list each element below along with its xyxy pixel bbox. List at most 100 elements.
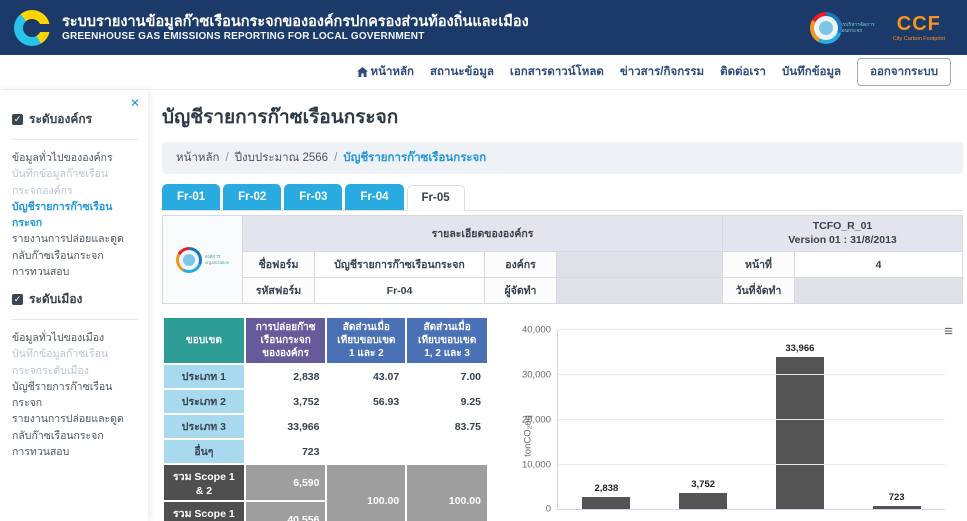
table-total-row: รวม Scope 1 & 2 6,590 100.00 100.00 <box>163 464 488 501</box>
sidebar-item-org-ghg-inventory[interactable]: บัญชีรายการก๊าซเรือนกระจก <box>12 199 138 232</box>
table-row: ประเภท 3 33,966 83.75 <box>163 414 488 439</box>
chart-menu-icon[interactable]: ≡ <box>944 324 953 339</box>
city-checkbox[interactable]: ✓ <box>12 294 23 305</box>
page-number-label: หน้าที่ <box>723 252 795 278</box>
tab-fr-01[interactable]: Fr-01 <box>162 184 220 210</box>
sidebar-section-organization: ✓ ระดับองค์กร <box>12 110 138 129</box>
document-version: Version 01 : 31/8/2013 <box>729 234 956 248</box>
table-header-row: ขอบเขต การปล่อยก๊าซเรือนกระจกขององค์กร ส… <box>163 317 488 364</box>
sidebar-item-org-ghg-entry[interactable]: บันทึกข้อมูลก๊าซเรือนกระจกองค์กร <box>12 166 138 199</box>
sidebar-item-city-ghg-entry[interactable]: บันทึกข้อมูลก๊าซเรือนกระจกระดับเมือง <box>12 346 138 379</box>
bar-value-label: 3,752 <box>691 479 715 490</box>
breadcrumb-fiscal-year[interactable]: ปีงบประมาณ 2566 <box>235 149 328 167</box>
nav-item-contact[interactable]: ติดต่อเรา <box>720 63 766 81</box>
row-label-scope3: ประเภท 3 <box>163 414 245 439</box>
sidebar-item-org-general-info[interactable]: ข้อมูลทั่วไปขององค์กร <box>12 150 138 166</box>
nav-item-data-entry[interactable]: บันทึกข้อมูล <box>782 63 841 81</box>
app-logo-icon <box>14 10 50 46</box>
scope3-other-share-1-2 <box>326 414 406 464</box>
bar-4[interactable] <box>873 506 921 509</box>
app-header: ระบบรายงานข้อมูลก๊าซเรือนกระจกขององค์กรป… <box>0 0 967 55</box>
y-tick-label: 10,000 <box>522 459 551 470</box>
sidebar-section-city: ✓ ระดับเมือง <box>12 290 138 309</box>
sidebar-item-city-verification[interactable]: การทวนสอบ <box>12 444 138 460</box>
sidebar-item-city-ghg-inventory[interactable]: บัญชีรายการก๊าซเรือนกระจก <box>12 379 138 412</box>
other-emission: 723 <box>245 439 327 464</box>
emission-summary-table: ขอบเขต การปล่อยก๊าซเรือนกระจกขององค์กร ส… <box>162 316 489 521</box>
sidebar-item-org-emission-report[interactable]: รายงานการปล่อยและดูดกลับก๊าซเรือนกระจก <box>12 231 138 264</box>
header-share-1-2: สัดส่วนเมื่อเทียบขอบเขต 1 และ 2 <box>326 317 406 364</box>
logout-button[interactable]: ออกจากระบบ <box>857 58 951 86</box>
sidebar: ✕ ✓ ระดับองค์กร ข้อมูลทั่วไปขององค์กร บั… <box>0 90 148 521</box>
header-emission: การปล่อยก๊าซเรือนกระจกขององค์กร <box>245 317 327 364</box>
header-share-1-2-3: สัดส่วนเมื่อเทียบขอบเขต 1, 2 และ 3 <box>406 317 488 364</box>
page-title: บัญชีรายการก๊าซเรือนกระจก <box>162 102 963 132</box>
form-tabs: Fr-01 Fr-02 Fr-03 Fr-04 Fr-05 <box>162 184 963 211</box>
gridline <box>558 419 945 420</box>
y-tick-label: 20,000 <box>522 414 551 425</box>
breadcrumb: หน้าหลัก / ปีงบประมาณ 2566 / บัญชีรายการ… <box>162 142 963 174</box>
form-code-label: รหัสฟอร์ม <box>243 278 315 304</box>
emission-bar-chart: ≡ tonCO₂eq 2,8383,75233,966723 010,00020… <box>499 316 963 521</box>
document-code: TCFO_R_01 <box>729 220 956 234</box>
form-code-value: Fr-04 <box>315 278 485 304</box>
total-share-1-2-3: 100.00 <box>406 464 488 521</box>
ccf-logo: CCF City Carbon Footprint <box>893 14 945 42</box>
form-name-label: ชื่อฟอร์ม <box>243 252 315 278</box>
top-navbar: หน้าหลัก สถานะข้อมูล เอกสารดาวน์โหลด ข่า… <box>0 55 967 90</box>
nav-item-downloads[interactable]: เอกสารดาวน์โหลด <box>510 63 604 81</box>
bar-value-label: 33,966 <box>785 343 814 354</box>
row-label-other: อื่นๆ <box>163 439 245 464</box>
chart-plot-area: 2,8383,75233,966723 010,00020,00030,0004… <box>557 330 945 510</box>
bar-1[interactable] <box>582 497 630 510</box>
bar-slot: 3,752 <box>655 330 752 509</box>
main-content: บัญชีรายการก๊าซเรือนกระจก หน้าหลัก / ปีง… <box>148 90 967 521</box>
scope3-emission: 33,966 <box>245 414 327 439</box>
form-details-title: รายละเอียดขององค์กร <box>243 216 723 252</box>
total-scope-1-3-emission: 40,556 <box>245 501 327 521</box>
tab-fr-04[interactable]: Fr-04 <box>345 184 403 210</box>
sidebar-item-city-emission-report[interactable]: รายงานการปล่อยและดูดกลับก๊าซเรือนกระจก <box>12 411 138 444</box>
organization-checkbox[interactable]: ✓ <box>12 114 23 125</box>
date-label: วันที่จัดทำ <box>723 278 795 304</box>
row-label-scope2: ประเภท 2 <box>163 389 245 414</box>
bar-slot: 2,838 <box>558 330 655 509</box>
sidebar-item-city-general-info[interactable]: ข้อมูลทั่วไปของเมือง <box>12 330 138 346</box>
nav-item-home[interactable]: หน้าหลัก <box>357 63 415 81</box>
nav-item-data-status[interactable]: สถานะข้อมูล <box>430 63 494 81</box>
table-row: ประเภท 2 3,752 56.93 9.25 <box>163 389 488 414</box>
other-share-1-2-3 <box>406 439 488 464</box>
breadcrumb-home[interactable]: หน้าหลัก <box>176 149 220 167</box>
y-tick-label: 0 <box>546 504 551 515</box>
form-header-table: องค์การorganization รายละเอียดขององค์กร … <box>162 215 963 304</box>
sidebar-item-org-verification[interactable]: การทวนสอบ <box>12 264 138 280</box>
bar-value-label: 2,838 <box>594 483 618 494</box>
document-code-cell: TCFO_R_01 Version 01 : 31/8/2013 <box>723 216 963 252</box>
tgo-logo <box>810 12 842 44</box>
tab-fr-05[interactable]: Fr-05 <box>407 185 465 211</box>
bar-2[interactable] <box>679 493 727 510</box>
preparer-label: ผู้จัดทำ <box>485 278 557 304</box>
tab-fr-03[interactable]: Fr-03 <box>284 184 342 210</box>
date-value <box>795 278 963 304</box>
tab-fr-02[interactable]: Fr-02 <box>223 184 281 210</box>
bar-3[interactable] <box>776 357 824 509</box>
bar-slot: 723 <box>848 330 945 509</box>
y-tick-label: 30,000 <box>522 370 551 381</box>
form-name-value: บัญชีรายการก๊าซเรือนกระจก <box>315 252 485 278</box>
scope1-share-1-2: 43.07 <box>326 364 406 389</box>
row-label-scope1: ประเภท 1 <box>163 364 245 389</box>
scope3-share-1-2-3: 83.75 <box>406 414 488 439</box>
bar-slot: 33,966 <box>752 330 849 509</box>
divider <box>12 139 138 140</box>
total-scope-1-3-label: รวม Scope 1 - 3 <box>163 501 245 521</box>
tgo-logo-cell: องค์การorganization <box>163 216 243 304</box>
home-icon <box>357 67 368 77</box>
org-label: องค์กร <box>485 252 557 278</box>
sidebar-close-icon[interactable]: ✕ <box>130 96 140 110</box>
nav-item-news[interactable]: ข่าวสาร/กิจกรรม <box>620 63 704 81</box>
scope2-share-1-2: 56.93 <box>326 389 406 414</box>
gridline <box>558 374 945 375</box>
tgo-small-logo <box>176 247 202 273</box>
total-scope-1-2-label: รวม Scope 1 & 2 <box>163 464 245 501</box>
